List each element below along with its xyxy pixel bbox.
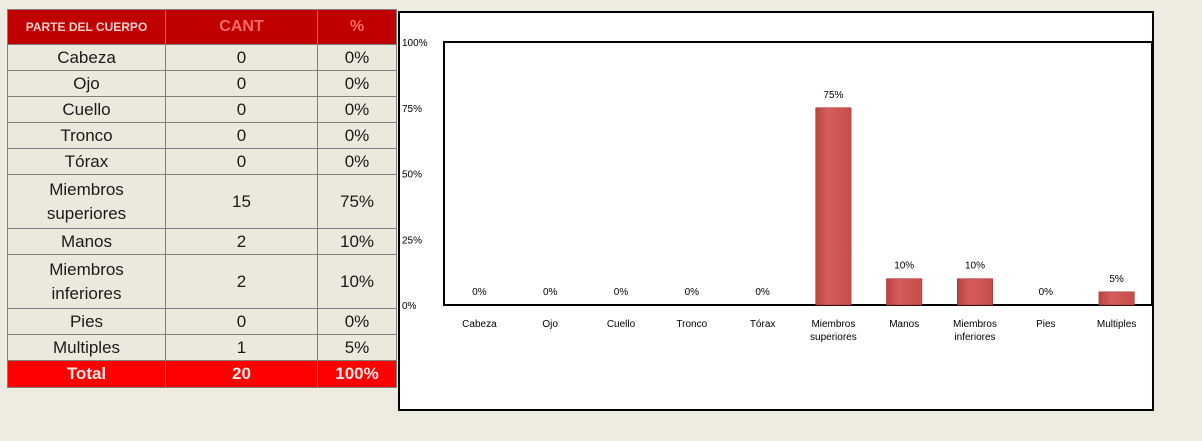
x-tick-label: Multiples [1097, 319, 1136, 330]
x-tick-label: Miembros superiores [810, 319, 857, 343]
x-tick-label-line: Multiples [1097, 319, 1136, 330]
cell-cant: 0 [165, 148, 318, 175]
x-tick-label-line: Miembros [811, 319, 855, 330]
table-header-row: PARTE DEL CUERPO CANT % [7, 9, 397, 45]
cell-pct: 0% [317, 308, 397, 335]
table-row: Multiples 1 5% [7, 334, 397, 361]
x-tick-label: Cuello [607, 319, 636, 330]
x-tick-label: Tronco [676, 319, 707, 330]
y-tick-label: 0% [402, 301, 417, 312]
cell-pct: 10% [317, 254, 397, 309]
cell-cant: 0 [165, 96, 318, 123]
data-label: 10% [894, 261, 914, 272]
cell-pct: 0% [317, 96, 397, 123]
cell-cant: 2 [165, 228, 318, 255]
header-percent: % [317, 9, 397, 45]
bar [956, 278, 993, 306]
x-tick-label: Ojo [542, 319, 558, 330]
y-tick-label: 75% [402, 104, 422, 115]
data-label: 0% [1039, 287, 1054, 298]
cell-parte: Pies [7, 308, 166, 335]
cell-cant: 15 [165, 174, 318, 229]
total-label: Total [7, 360, 166, 388]
y-tick-label: 50% [402, 170, 422, 181]
cell-pct: 0% [317, 148, 397, 175]
cell-pct: 75% [317, 174, 397, 229]
body-part-table: PARTE DEL CUERPO CANT % Cabeza 0 0% Ojo … [7, 9, 397, 388]
cell-cant: 0 [165, 122, 318, 149]
cell-parte: Ojo [7, 70, 166, 97]
x-tick-label: Manos [889, 319, 919, 330]
cell-pct: 10% [317, 228, 397, 255]
total-pct: 100% [317, 360, 397, 388]
cell-parte-line: superiores [46, 203, 127, 223]
table-row: Tórax 0 0% [7, 148, 397, 175]
table-row: Tronco 0 0% [7, 122, 397, 149]
cell-cant: 1 [165, 334, 318, 361]
x-tick-label: Pies [1036, 319, 1055, 330]
cell-pct: 5% [317, 334, 397, 361]
x-tick-label-line: Tórax [750, 319, 776, 330]
cell-parte: Miembros superiores [7, 174, 166, 229]
x-tick-label: Tórax [750, 319, 776, 330]
bar-chart: 0% 25% 50% 75% 100% 0% Cabeza 0% Ojo 0% Cuello 0% Tr… [402, 38, 1152, 343]
cell-parte: Multiples [7, 334, 166, 361]
cell-pct: 0% [317, 70, 397, 97]
data-label: 75% [823, 90, 843, 101]
cell-parte: Manos [7, 228, 166, 255]
cell-parte: Cabeza [7, 44, 166, 71]
header-parte-del-cuerpo: PARTE DEL CUERPO [7, 9, 166, 45]
table-row: Pies 0 0% [7, 308, 397, 335]
x-tick-label: Miembros inferiores [953, 319, 997, 343]
table-row: Cabeza 0 0% [7, 44, 397, 71]
cell-parte: Tronco [7, 122, 166, 149]
chart-area: 0% 25% 50% 75% 100% 0% Cabeza 0% Ojo 0% Cuello 0% Tr… [398, 11, 1154, 411]
data-label: 0% [614, 287, 629, 298]
table-row: Miembros superiores 15 75% [7, 174, 397, 229]
data-label: 10% [965, 261, 985, 272]
x-tick-label-line: Cuello [607, 319, 636, 330]
x-tick-label-line: Pies [1036, 319, 1055, 330]
cell-cant: 0 [165, 70, 318, 97]
header-cant: CANT [165, 9, 318, 45]
cell-pct: 0% [317, 44, 397, 71]
cell-parte-line: inferiores [51, 283, 122, 303]
cell-parte-line: Miembros [49, 259, 124, 279]
bar [886, 278, 923, 306]
cell-parte-line: Miembros [49, 179, 124, 199]
cell-cant: 0 [165, 308, 318, 335]
total-cant: 20 [165, 360, 318, 388]
x-tick-label: Cabeza [462, 319, 497, 330]
table-row: Cuello 0 0% [7, 96, 397, 123]
x-tick-label-line: Cabeza [462, 319, 497, 330]
data-label: 0% [685, 287, 700, 298]
cell-parte: Tórax [7, 148, 166, 175]
y-tick-label: 25% [402, 235, 422, 246]
bar [1098, 291, 1135, 306]
x-tick-label-line: Ojo [542, 319, 558, 330]
cell-cant: 2 [165, 254, 318, 309]
data-label: 0% [543, 287, 558, 298]
table-row: Manos 2 10% [7, 228, 397, 255]
cell-cant: 0 [165, 44, 318, 71]
cell-pct: 0% [317, 122, 397, 149]
data-label: 0% [472, 287, 487, 298]
table-row: Ojo 0 0% [7, 70, 397, 97]
x-tick-label-line: Manos [889, 319, 919, 330]
x-tick-label-line: inferiores [954, 332, 995, 343]
cell-parte: Cuello [7, 96, 166, 123]
data-label: 0% [755, 287, 770, 298]
table-total-row: Total 20 100% [7, 360, 397, 388]
y-tick-label: 100% [402, 38, 428, 49]
table-row: Miembros inferiores 2 10% [7, 254, 397, 309]
x-tick-label-line: superiores [810, 332, 857, 343]
x-tick-label-line: Tronco [676, 319, 707, 330]
bar [815, 107, 852, 306]
x-tick-label-line: Miembros [953, 319, 997, 330]
data-label: 5% [1109, 274, 1124, 285]
plot-area-frame [443, 41, 1152, 306]
cell-parte: Miembros inferiores [7, 254, 166, 309]
